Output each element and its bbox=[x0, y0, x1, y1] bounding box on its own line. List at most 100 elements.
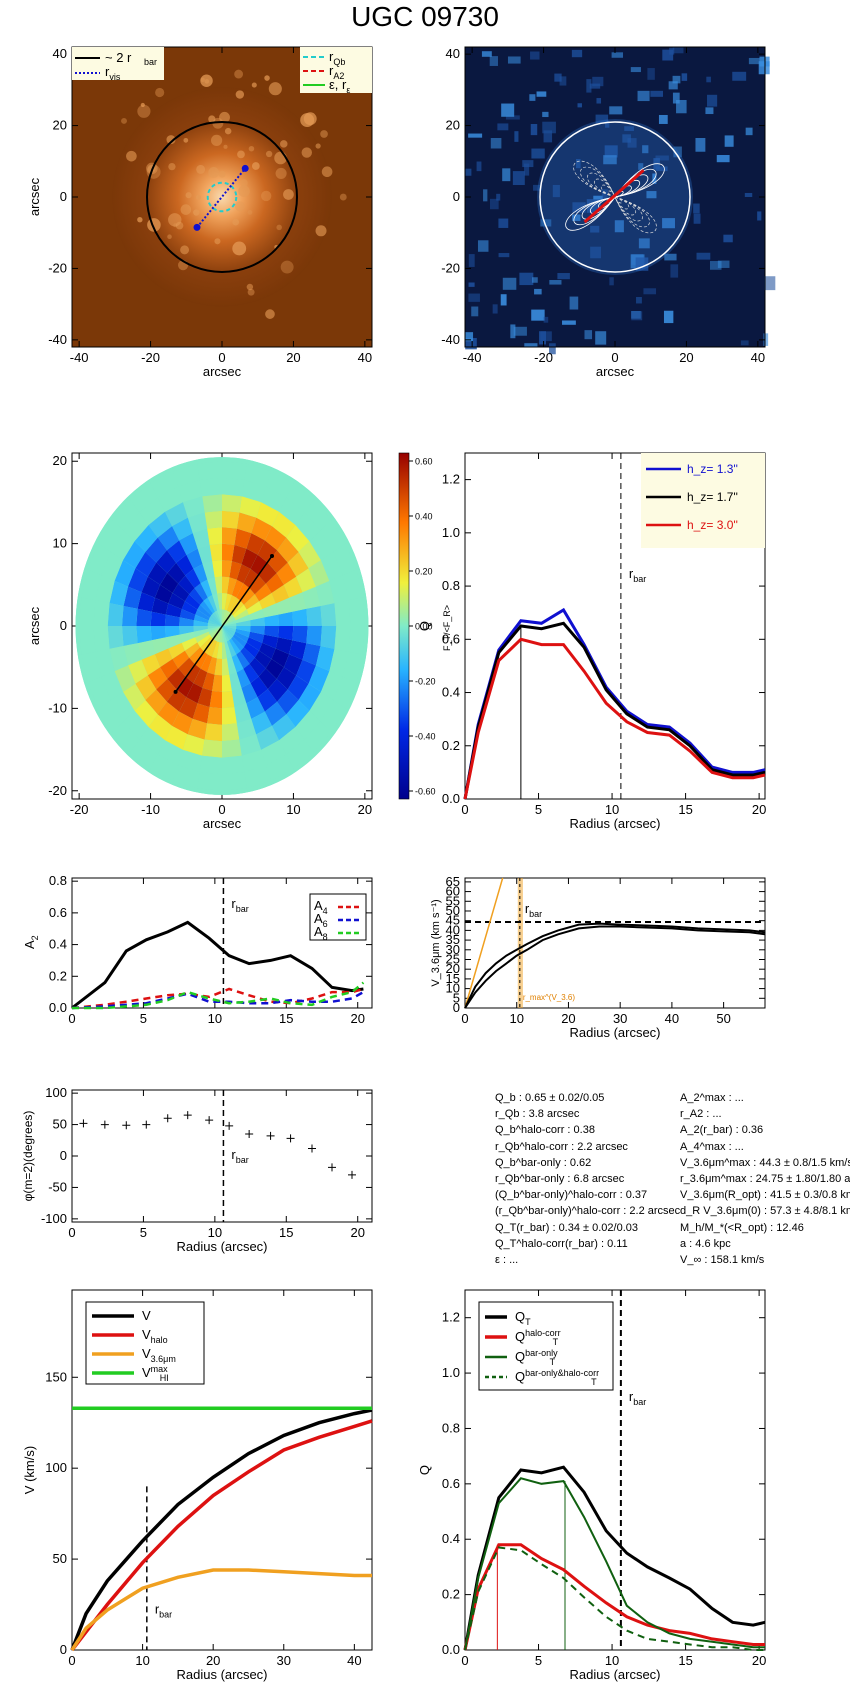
galaxy-glow bbox=[112, 87, 332, 307]
map-cell bbox=[79, 626, 96, 655]
map-cell bbox=[137, 640, 155, 660]
x-tick-label: 30 bbox=[277, 1653, 291, 1668]
map-cell bbox=[320, 603, 337, 626]
knot bbox=[265, 309, 275, 319]
legend-label: h_z= 1.3'' bbox=[687, 462, 738, 476]
map-cell bbox=[166, 540, 187, 563]
parameter-row: Q_T^halo-corr(r_bar) : 0.11 bbox=[495, 1237, 628, 1250]
map-cell bbox=[192, 703, 210, 724]
map-cell bbox=[296, 659, 316, 684]
map-cell bbox=[87, 676, 111, 709]
y-tick-label: 150 bbox=[45, 1369, 67, 1384]
x-tick-label: 0 bbox=[68, 1653, 75, 1668]
knot bbox=[251, 82, 257, 88]
noise-patch bbox=[572, 202, 586, 213]
parameter-row: r_Qb^halo-corr : 2.2 arcsec bbox=[495, 1140, 628, 1153]
knot bbox=[315, 143, 321, 149]
map-cell bbox=[179, 631, 196, 643]
contour bbox=[573, 196, 616, 226]
map-cell bbox=[222, 739, 242, 758]
noise-patch bbox=[481, 51, 492, 57]
map-cell bbox=[87, 543, 111, 576]
contour bbox=[587, 172, 616, 198]
parameter-row: r_Qb : 3.8 arcsec bbox=[495, 1108, 580, 1121]
map-cell bbox=[267, 550, 288, 573]
y-axis-label: V (km/s) bbox=[22, 1446, 37, 1494]
map-cell bbox=[110, 530, 135, 561]
noise-patch bbox=[530, 124, 538, 136]
knot bbox=[232, 241, 247, 256]
map-cell bbox=[209, 543, 222, 562]
knot bbox=[208, 167, 220, 178]
map-cell bbox=[172, 650, 190, 669]
map-cell bbox=[295, 512, 321, 542]
map-cell bbox=[197, 687, 213, 708]
map-cell bbox=[222, 461, 247, 480]
map-cell bbox=[164, 725, 188, 750]
map-cell bbox=[178, 480, 203, 503]
map-cell bbox=[234, 631, 249, 643]
noise-patch bbox=[531, 148, 545, 159]
y-tick-label: 100 bbox=[45, 1460, 67, 1475]
x-tick-label: 0 bbox=[218, 350, 225, 365]
map-cell bbox=[250, 617, 265, 626]
noise-patch bbox=[655, 155, 669, 161]
colorbar-tick-label: 0.20 bbox=[415, 567, 433, 577]
x-tick-label: 50 bbox=[716, 1011, 730, 1026]
map-cell bbox=[222, 494, 242, 513]
map-cell bbox=[248, 631, 265, 643]
x-tick-label: -20 bbox=[534, 350, 553, 365]
noise-patch bbox=[505, 115, 520, 120]
noise-patch bbox=[609, 106, 623, 115]
noise-patch bbox=[647, 68, 655, 80]
y-tick-label: 35 bbox=[446, 932, 460, 947]
noise-patch bbox=[575, 158, 581, 169]
map-cell bbox=[197, 461, 222, 480]
legend-label: rA2 bbox=[329, 63, 344, 81]
map-cell bbox=[302, 643, 321, 666]
contour bbox=[581, 196, 616, 220]
x-axis-label: Radius (arcsec) bbox=[569, 1667, 660, 1682]
map-cell bbox=[240, 647, 255, 664]
map-cell bbox=[222, 626, 227, 643]
map-cell bbox=[239, 734, 262, 756]
map-cell bbox=[309, 691, 334, 722]
noise-patch bbox=[512, 171, 525, 186]
map-cell bbox=[179, 609, 196, 621]
noise-patch bbox=[596, 98, 602, 104]
noise-patch bbox=[502, 277, 517, 290]
panel-force-map: -20 -10 0 10 20 -20 -10 0 10 20 arcsec arcsec 0.60 0.… bbox=[27, 452, 452, 831]
data-point bbox=[245, 1130, 254, 1138]
y-axis-label: V_3.6μm (km s⁻¹) bbox=[430, 899, 442, 986]
x-tick-label: 20 bbox=[350, 1011, 364, 1026]
noise-patch bbox=[717, 260, 730, 268]
map-cell bbox=[246, 601, 263, 615]
bar-axis-line bbox=[583, 169, 645, 224]
y-axis-label: A2 bbox=[22, 935, 40, 949]
map-cell bbox=[287, 551, 309, 577]
page-title: UGC 09730 bbox=[351, 1, 499, 32]
knot bbox=[212, 117, 224, 129]
map-cell bbox=[101, 551, 123, 581]
map-cell bbox=[189, 647, 204, 664]
two-rbar-circle bbox=[146, 121, 298, 273]
map-cell bbox=[194, 583, 208, 601]
knot bbox=[280, 260, 294, 274]
map-cell bbox=[232, 634, 247, 648]
map-cell bbox=[224, 641, 232, 659]
series-line bbox=[463, 621, 766, 800]
parameter-column-right: A_2^max : ... r_A2 : ... A_2(r_bar) : 0.36… bbox=[680, 1090, 850, 1268]
noise-patch bbox=[465, 168, 472, 176]
y-tick-label: -10 bbox=[48, 700, 67, 715]
map-cell bbox=[207, 640, 218, 657]
map-cell bbox=[229, 672, 242, 691]
series-line bbox=[463, 607, 766, 800]
map-cell bbox=[222, 626, 232, 641]
y-tick-label: -100 bbox=[41, 1211, 67, 1226]
map-cell bbox=[257, 540, 278, 563]
knot bbox=[208, 115, 216, 123]
parameter-row: r_Qb^bar-only : 6.8 arcsec bbox=[495, 1173, 625, 1186]
knot bbox=[180, 245, 190, 255]
map-cell bbox=[202, 739, 222, 758]
map-cell bbox=[179, 697, 198, 719]
